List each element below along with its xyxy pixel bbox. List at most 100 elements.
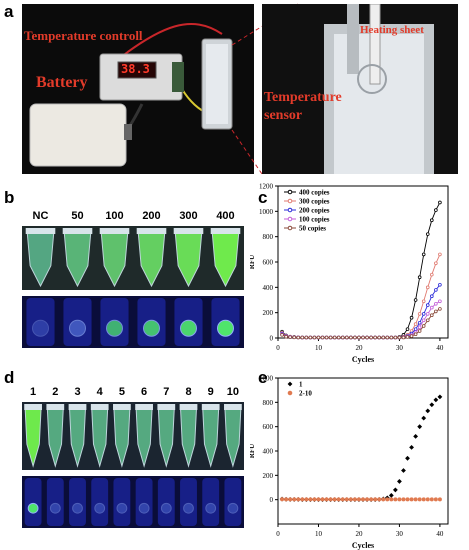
data-point [388, 493, 394, 498]
series [280, 497, 442, 502]
legend-entry: 300 copies [284, 198, 330, 206]
data-point [434, 261, 438, 266]
tube-cap [99, 228, 130, 234]
tube [157, 404, 176, 468]
data-point [397, 497, 402, 502]
uv-tube [113, 478, 131, 526]
data-point [353, 335, 357, 340]
data-point [401, 497, 406, 502]
tube-cap [62, 228, 93, 234]
uv-tube-glow [106, 319, 123, 337]
data-point [349, 335, 353, 340]
y-axis-label: RFU [250, 444, 256, 458]
data-point [381, 497, 386, 502]
y-tick-label: 400 [263, 284, 274, 292]
data-point [340, 335, 345, 340]
zoom-line-bottom [231, 129, 263, 175]
data-point [316, 335, 321, 340]
data-point [300, 335, 305, 340]
tube-body [224, 407, 242, 468]
uv-tube [174, 298, 203, 346]
data-point [438, 307, 442, 311]
tube-label: 9 [207, 386, 214, 398]
data-point [425, 408, 431, 414]
panel-b-visible-art [25, 228, 241, 288]
data-point [312, 497, 317, 502]
uv-tube-glow [205, 502, 217, 514]
tube-cap [90, 404, 109, 410]
data-point [284, 334, 288, 339]
data-point [434, 208, 438, 212]
data-point [328, 497, 333, 502]
data-point [417, 321, 422, 325]
uv-tube [135, 478, 153, 526]
data-point [345, 335, 349, 340]
series [279, 394, 443, 502]
data-point [280, 333, 284, 337]
tube-cap [24, 404, 42, 410]
data-point [421, 497, 426, 502]
tube-body [26, 231, 55, 288]
controller-display [117, 61, 157, 79]
data-point [421, 415, 427, 421]
tube-cap [113, 404, 131, 410]
tube-cap [136, 228, 167, 234]
uv-tube [137, 298, 166, 346]
sensor-probe [347, 4, 359, 74]
y-tick-label: 0 [270, 496, 274, 504]
data-point [288, 335, 292, 339]
legend-label: 200 copies [299, 207, 330, 215]
uv-tube [24, 478, 42, 526]
data-point [369, 497, 374, 502]
uv-tube-body [224, 478, 242, 526]
legend-marker [287, 390, 293, 396]
heating-sheet-label: Heating sheet [360, 24, 424, 36]
tube-label: 1 [30, 386, 37, 398]
panel-letter-c: c [258, 188, 268, 207]
legend-marker [287, 207, 293, 213]
uv-tube [180, 478, 197, 526]
data-point [361, 335, 365, 340]
tube-cap [201, 404, 220, 410]
data-point [421, 312, 426, 316]
data-point [373, 335, 377, 340]
uv-tube-body [157, 478, 175, 526]
data-point [336, 335, 341, 340]
tube-cap [224, 404, 242, 410]
x-tick-label: 20 [355, 344, 363, 352]
panel-letter-b: b [4, 188, 15, 207]
x-axis-label: Cycles [352, 355, 374, 364]
tube-label: 6 [141, 386, 148, 398]
data-point [413, 497, 418, 502]
data-point [413, 298, 418, 302]
data-point [413, 327, 418, 331]
data-point [430, 294, 434, 298]
uv-tube [202, 478, 220, 526]
data-point [377, 497, 382, 502]
device-photo: 38.3 Temperature controll Battery [22, 4, 254, 174]
uv-tube-body [91, 478, 109, 526]
x-tick-label: 0 [276, 530, 280, 538]
legend-label: 400 copies [299, 189, 330, 197]
legend-label: 50 copies [299, 225, 326, 233]
data-point [344, 497, 349, 502]
uv-tube [46, 478, 64, 526]
data-point [401, 468, 406, 473]
battery-label: Battery [36, 74, 88, 91]
y-tick-label: 1000 [259, 208, 274, 216]
data-point [393, 497, 398, 502]
tube-cap [210, 228, 241, 234]
tube-body [135, 407, 153, 468]
uv-tube-body [69, 478, 86, 526]
data-point [308, 497, 313, 502]
tube-label: 2 [52, 386, 59, 398]
uv-tube [91, 478, 109, 526]
temperature-sensor-label-line2: sensor [264, 108, 303, 123]
data-point [429, 497, 434, 502]
legend-marker [287, 189, 293, 195]
data-point [348, 497, 353, 502]
x-tick-label: 40 [436, 344, 444, 352]
device-photo-art [29, 23, 233, 167]
data-point [397, 335, 402, 340]
data-point [369, 335, 373, 340]
